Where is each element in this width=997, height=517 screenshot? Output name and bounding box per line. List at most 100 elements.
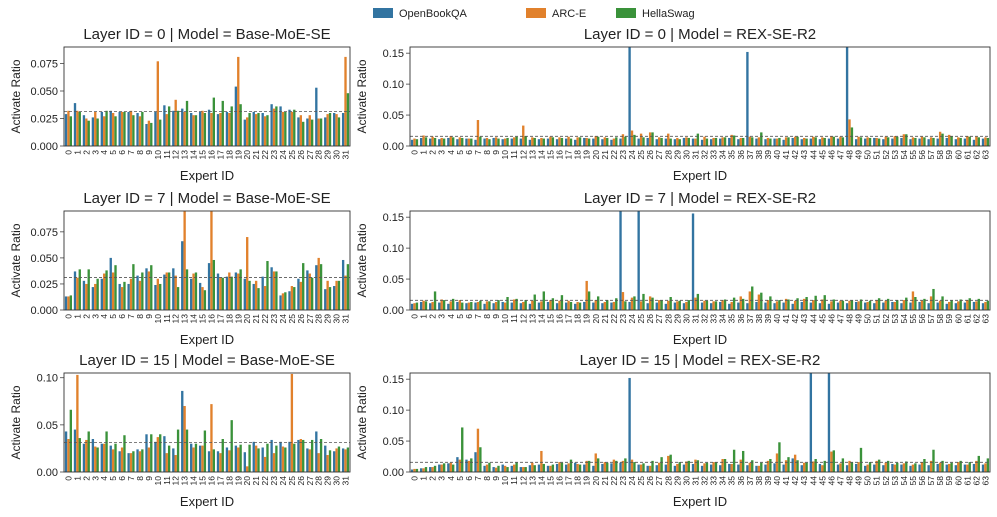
- x-tick-label: 53: [890, 314, 900, 324]
- bar: [560, 462, 564, 472]
- x-tick-label: 58: [935, 314, 945, 324]
- x-tick-label: 45: [817, 314, 827, 324]
- bar: [85, 283, 88, 310]
- bar: [592, 138, 595, 146]
- x-tick-label: 6: [117, 150, 127, 155]
- bar: [442, 138, 446, 146]
- bar: [873, 303, 876, 310]
- bar: [920, 300, 924, 310]
- x-tick-label: 12: [518, 150, 528, 160]
- bar: [73, 271, 77, 310]
- bar: [914, 463, 917, 472]
- x-tick-label: 41: [781, 150, 791, 160]
- bar: [515, 462, 518, 472]
- bar: [422, 135, 425, 146]
- bar: [419, 301, 423, 310]
- bar: [700, 302, 704, 310]
- x-tick-label: 7: [473, 476, 483, 481]
- x-tick-label: 44: [808, 314, 818, 324]
- bar: [328, 287, 332, 310]
- bar: [310, 119, 314, 146]
- bar: [859, 299, 863, 310]
- x-tick-label: 48: [845, 476, 855, 486]
- bar: [619, 138, 622, 146]
- bar: [167, 272, 171, 310]
- x-tick-label: 9: [491, 314, 501, 319]
- x-tick-label: 1: [419, 476, 429, 481]
- bar: [839, 463, 842, 472]
- x-tick-label: 61: [962, 476, 972, 486]
- bar: [290, 373, 294, 472]
- x-tick-label: 38: [754, 314, 764, 324]
- bar: [306, 448, 309, 472]
- bar: [757, 465, 761, 472]
- x-tick-label: 9: [491, 150, 501, 155]
- x-tick-label: 15: [545, 150, 555, 160]
- bar: [281, 446, 285, 472]
- bar: [628, 377, 631, 472]
- x-tick-label: 22: [260, 314, 270, 324]
- bar: [938, 131, 942, 146]
- bar: [210, 404, 213, 472]
- x-tick-label: 43: [799, 314, 809, 324]
- bar: [975, 301, 978, 310]
- bar: [501, 139, 504, 146]
- bar: [422, 300, 425, 310]
- bar: [805, 138, 808, 146]
- bar: [655, 139, 658, 146]
- bar: [714, 137, 718, 146]
- bar: [877, 459, 881, 473]
- bar: [513, 464, 516, 472]
- bar: [270, 267, 273, 310]
- bar: [896, 136, 899, 146]
- x-tick-label: 1: [72, 476, 82, 481]
- x-tick-label: 63: [980, 314, 990, 324]
- x-tick-label: 10: [153, 150, 163, 160]
- bar: [737, 464, 740, 472]
- bar: [705, 138, 709, 146]
- x-tick-label: 53: [890, 476, 900, 486]
- bar: [748, 136, 752, 146]
- bar: [945, 137, 948, 146]
- bar: [449, 136, 452, 146]
- bar: [859, 137, 863, 146]
- bar: [297, 439, 300, 472]
- bar: [805, 462, 808, 472]
- bar: [266, 443, 269, 472]
- bar: [555, 463, 559, 472]
- bar: [832, 299, 835, 310]
- x-tick-label: 1: [419, 150, 429, 155]
- x-tick-label: 41: [781, 476, 791, 486]
- x-tick-label: 50: [863, 476, 873, 486]
- bar: [621, 134, 625, 146]
- bar: [243, 119, 246, 146]
- bar: [123, 111, 126, 146]
- x-tick-label: 32: [700, 314, 710, 324]
- bar: [501, 464, 504, 472]
- x-tick-label: 11: [509, 150, 519, 159]
- plot-frame: [63, 210, 351, 311]
- bar: [129, 110, 133, 146]
- bar: [344, 56, 347, 146]
- bar: [981, 464, 985, 472]
- x-tick-label: 22: [609, 314, 619, 324]
- bar: [201, 445, 204, 472]
- bar: [911, 137, 915, 146]
- plot-frame: [409, 372, 991, 473]
- bar: [739, 137, 742, 146]
- bar: [791, 458, 794, 472]
- x-tick-label: 16: [206, 150, 216, 160]
- x-tick-label: 20: [591, 476, 601, 486]
- bar: [176, 110, 180, 146]
- y-tick-label: 0.075: [30, 59, 58, 71]
- x-tick-label: 14: [189, 314, 199, 324]
- x-tick-label: 55: [908, 476, 918, 486]
- bar: [827, 303, 831, 310]
- x-tick-label: 8: [482, 314, 492, 319]
- bar: [764, 302, 767, 310]
- bar: [818, 463, 822, 472]
- bar: [630, 459, 634, 473]
- x-tick-label: 25: [636, 314, 646, 324]
- x-tick-label: 2: [81, 476, 91, 481]
- bar: [192, 447, 195, 472]
